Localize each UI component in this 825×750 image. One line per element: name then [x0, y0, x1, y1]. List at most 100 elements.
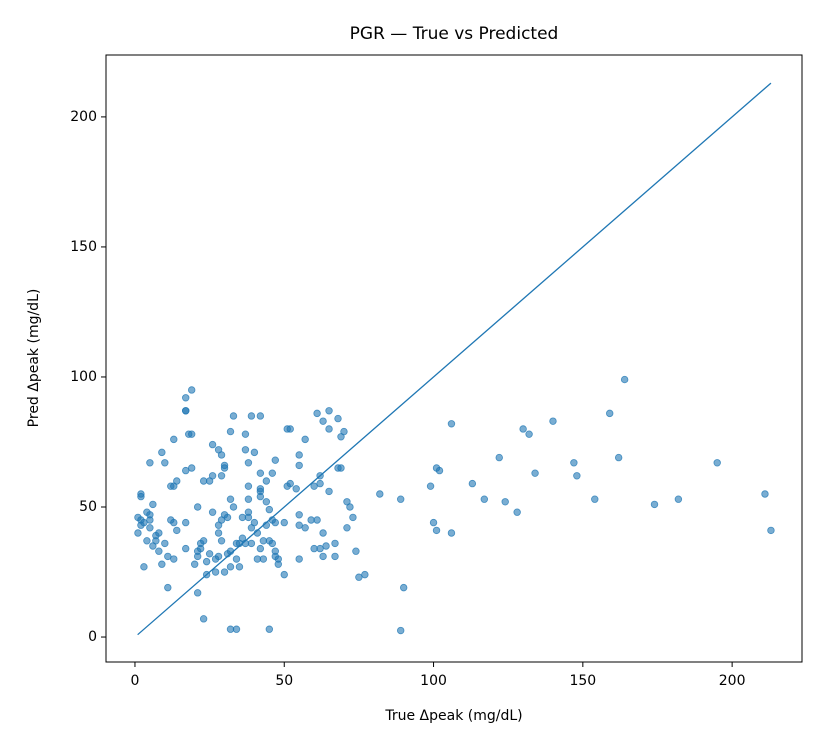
scatter-point — [232, 555, 241, 563]
scatter-point — [331, 539, 339, 548]
scatter-point — [161, 459, 169, 467]
scatter-point — [143, 537, 151, 545]
x-tick-label: 100 — [420, 673, 447, 689]
scatter-point — [519, 425, 527, 433]
scatter-point — [352, 547, 360, 555]
scatter-point — [397, 626, 405, 635]
scatter-point — [146, 516, 154, 524]
scatter-point — [432, 526, 441, 535]
scatter-point — [190, 560, 199, 568]
reference-line — [137, 82, 772, 636]
scatter-point — [140, 563, 148, 571]
y-tick-label: 150 — [70, 239, 97, 255]
scatter-point — [591, 495, 599, 503]
scatter-point — [325, 407, 333, 415]
chart-title: PGR — True vs Predicted — [350, 24, 559, 44]
scatter-point — [435, 466, 444, 475]
scatter-point — [573, 472, 581, 480]
plot-frame — [105, 54, 803, 663]
scatter-point — [226, 427, 235, 436]
scatter-point — [241, 446, 250, 454]
scatter-point — [447, 529, 456, 537]
y-axis-label: Pred Δpeak (mg/dL) — [26, 289, 42, 428]
scatter-point — [164, 552, 172, 561]
scatter-point — [322, 542, 330, 550]
scatter-point — [301, 435, 309, 444]
scatter-point — [268, 469, 277, 477]
scatter-point — [226, 563, 235, 571]
scatter-point — [187, 430, 196, 438]
scatter-point — [134, 529, 142, 537]
scatter-point — [274, 555, 282, 563]
scatter-point — [283, 482, 291, 490]
scatter-point — [170, 555, 178, 563]
scatter-point — [767, 526, 775, 535]
scatter-point — [265, 505, 274, 514]
scatter-point — [182, 518, 190, 527]
x-tick-label: 0 — [131, 673, 140, 689]
scatter-point — [226, 625, 235, 633]
scatter-point — [226, 495, 235, 503]
scatter-point — [280, 570, 288, 579]
scatter-point — [211, 568, 220, 576]
scatter-point — [343, 524, 351, 532]
scatter-point — [202, 557, 211, 566]
scatter-point — [292, 485, 300, 493]
scatter-point — [531, 469, 539, 477]
y-tick-label: 50 — [79, 499, 97, 515]
scatter-point — [146, 459, 154, 467]
scatter-point — [250, 518, 259, 527]
scatter-point — [229, 503, 238, 511]
scatter-point — [480, 495, 489, 503]
scatter-point — [220, 464, 229, 472]
scatter-point — [182, 407, 190, 415]
scatter-point — [313, 409, 321, 418]
scatter-point — [232, 539, 241, 548]
scatter-point — [570, 459, 578, 467]
scatter-point — [244, 459, 253, 467]
scatter-point — [244, 495, 253, 503]
scatter-point — [182, 466, 190, 475]
scatter-point — [149, 500, 157, 509]
scatter-point — [650, 500, 659, 509]
scatter-point — [319, 529, 327, 537]
scatter-point — [187, 464, 196, 472]
scatter-point — [334, 464, 342, 472]
scatter-point — [361, 570, 369, 579]
scatter-point — [208, 440, 217, 449]
scatter-point — [447, 420, 456, 428]
scatter-point — [355, 573, 363, 581]
x-tick-label: 200 — [719, 673, 746, 689]
scatter-point — [170, 482, 178, 490]
scatter-point — [250, 448, 259, 457]
scatter-point — [614, 453, 623, 462]
scatter-point — [334, 414, 342, 423]
scatter-point — [259, 537, 268, 545]
scatter-point — [167, 516, 175, 524]
scatter-point — [256, 492, 265, 501]
scatter-point — [713, 459, 721, 467]
scatter-point — [262, 477, 271, 485]
scatter-point — [211, 555, 220, 563]
scatter-point — [137, 490, 145, 498]
scatter-point — [280, 518, 288, 527]
scatter-point — [513, 508, 521, 516]
scatter-point — [265, 625, 274, 633]
scatter-point — [158, 448, 166, 457]
scatter-point — [182, 544, 190, 553]
scatter-point — [196, 539, 205, 548]
scatter-point — [283, 425, 291, 433]
scatter-point — [220, 568, 229, 576]
scatter-point — [301, 524, 309, 532]
scatter-point — [155, 547, 163, 555]
scatter-point — [271, 518, 279, 527]
scatter-point — [170, 435, 178, 444]
scatter-point — [235, 563, 244, 571]
scatter-point — [244, 482, 253, 490]
scatter-point — [271, 547, 279, 555]
scatter-point — [761, 490, 769, 498]
scatter-point — [247, 412, 256, 420]
scatter-point — [193, 547, 202, 555]
scatter-point — [182, 394, 190, 402]
